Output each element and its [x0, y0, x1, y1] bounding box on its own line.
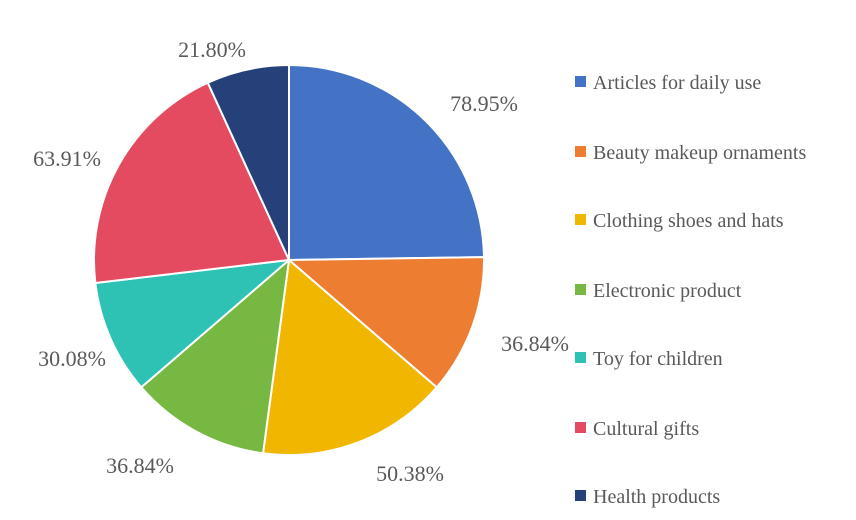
data-label-3: 50.38% [376, 461, 444, 486]
legend-item-7: Health products [575, 484, 833, 510]
legend-label: Toy for children [593, 348, 723, 370]
data-label-6: 63.91% [33, 146, 101, 171]
legend-label: Clothing shoes and hats [593, 210, 784, 232]
data-label-5: 30.08% [38, 346, 106, 371]
legend-item-3: Clothing shoes and hats [575, 208, 833, 234]
data-label-2: 36.84% [501, 331, 569, 356]
legend-item-2: Beauty makeup ornaments [575, 140, 833, 166]
data-label-7: 21.80% [178, 37, 246, 62]
data-label-4: 36.84% [106, 453, 174, 478]
legend-swatch [575, 490, 586, 501]
legend-item-4: Electronic product [575, 278, 833, 304]
pie-slice-1 [288, 64, 485, 261]
legend-label: Health products [593, 486, 721, 508]
legend-label: Electronic product [593, 280, 742, 302]
data-label-1: 78.95% [450, 91, 518, 116]
legend-swatch [575, 146, 586, 157]
data-labels: 78.95% 36.84% 50.38% 36.84% 30.08% 63.91% 21.8… [33, 37, 569, 486]
legend-item-1: Articles for daily use [575, 70, 833, 96]
legend-item-5: Toy for children [575, 346, 833, 372]
legend-label: Cultural gifts [593, 418, 700, 440]
pie-slice-3 [262, 259, 438, 456]
pie-slice-5 [94, 259, 290, 389]
legend-swatch [575, 352, 586, 363]
legend-label: Beauty makeup ornaments [593, 142, 807, 164]
legend-item-6: Cultural gifts [575, 416, 833, 442]
legend-swatch [575, 284, 586, 295]
pie-slice-4 [140, 259, 290, 455]
legend: Articles for daily use Beauty makeup orna… [575, 0, 856, 520]
legend-label: Articles for daily use [593, 72, 762, 94]
legend-swatch [575, 214, 586, 225]
legend-swatch [575, 422, 586, 433]
pie-slice-7 [206, 64, 290, 261]
pie-slice-2 [288, 256, 485, 389]
legend-swatch [575, 76, 586, 87]
pie-slice-6 [93, 81, 290, 285]
pie-slices [93, 64, 485, 456]
